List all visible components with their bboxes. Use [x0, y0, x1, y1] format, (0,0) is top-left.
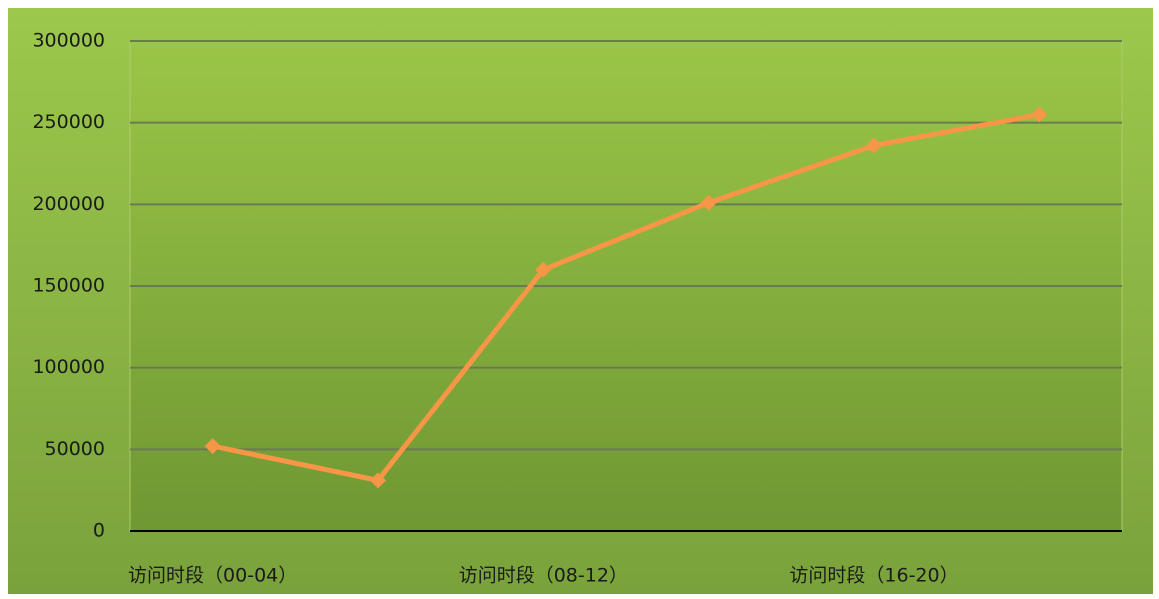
y-tick-label: 100000 — [32, 356, 105, 378]
point-marker — [204, 438, 221, 455]
y-tick-label: 250000 — [32, 111, 105, 133]
y-tick-label: 200000 — [32, 193, 105, 215]
x-tick-label: 访问时段（00-04） — [128, 565, 297, 587]
series-line — [212, 112, 1040, 483]
point-marker — [535, 261, 552, 278]
point-marker — [370, 472, 386, 489]
y-tick-label: 50000 — [45, 438, 105, 460]
point-marker — [866, 137, 882, 154]
y-tick-label: 150000 — [32, 275, 105, 297]
x-tick-label: 访问时段（08-12） — [459, 565, 628, 587]
y-tick-label: 300000 — [32, 30, 105, 52]
x-tick-label: 访问时段（16-20） — [789, 565, 958, 587]
point-marker — [700, 194, 717, 211]
point-marker — [1031, 106, 1048, 123]
y-tick-label: 0 — [93, 520, 105, 542]
